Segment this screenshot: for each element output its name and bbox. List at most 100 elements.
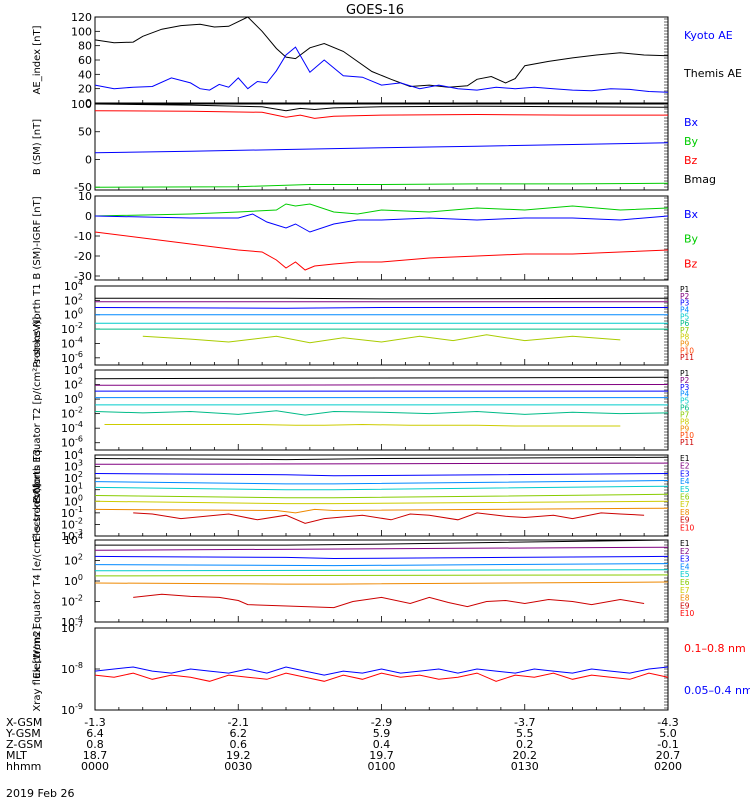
legend-channel-p8: P8 [680,333,690,342]
legend-xray-band: 0.1–0.8 nm [684,642,746,655]
legend-channel-p7: P7 [680,326,690,335]
legend-channel-p7: P7 [680,410,690,419]
orbit-value: -2.1 [228,716,249,729]
y-tick-label: -10 [74,230,92,243]
y-tick-label: -50 [74,181,92,194]
y-tick-exponent: 3 [78,459,83,468]
series-line-bx [94,213,669,233]
y-tick-exponent: 4 [78,362,83,371]
y-tick-label: 50 [78,126,92,139]
y-axis-label: Electrons North T3 [32,449,43,542]
series-line-e9 [133,512,645,524]
orbit-value: -1.3 [84,716,105,729]
legend-channel-p4: P4 [680,305,690,314]
legend-channel-e3: E3 [680,555,690,564]
orbit-value: 0030 [224,760,252,773]
y-tick-label: 10-7 [61,620,83,635]
series-line-e5 [94,569,669,572]
series-line-p1 [94,376,669,380]
series-line-e7 [94,500,669,505]
orbit-row-label: Y-GSM [5,727,41,740]
legend-channel-p6: P6 [680,319,690,328]
orbit-value: 5.5 [516,727,534,740]
y-tick-exponent: -6 [75,435,83,444]
y-tick-exponent: 0 [78,493,83,502]
y-tick-label: 0 [85,153,92,166]
y-tick-label: 100 [64,391,83,406]
legend-channel-p3: P3 [680,383,690,392]
y-tick-label: 120 [71,11,92,24]
series-line-p1 [95,297,669,300]
legend-bx: Bx [684,116,699,129]
series-line-by [94,203,669,217]
y-axis-label: Protons North T1 [32,283,43,367]
orbit-value: 0000 [81,760,109,773]
legend-channel-e3: E3 [680,469,690,478]
legend-by: By [684,233,699,246]
legend-channel-p6: P6 [680,404,690,413]
orbit-value: 0130 [511,760,539,773]
y-tick-label: 10-2 [61,406,83,421]
y-tick-label: 104 [64,362,83,377]
y-tick-exponent: -4 [75,335,83,344]
orbit-value: 5.9 [373,727,391,740]
legend-channel-e8: E8 [680,594,690,603]
y-tick-label: 104 [64,532,83,547]
legend-channel-e8: E8 [680,508,690,517]
series-line-p6 [94,410,669,416]
legend-channel-p9: P9 [680,424,690,433]
legend-channel-e7: E7 [680,586,690,595]
orbit-value: 5.0 [659,727,677,740]
series-line-bx [94,142,669,154]
legend-channel-e4: E4 [680,562,690,571]
y-tick-label: 10-4 [61,420,83,435]
y-tick-exponent: -6 [75,350,83,359]
panel-frame [94,369,669,451]
orbit-row-label: Z-GSM [6,738,43,751]
legend-channel-p2: P2 [680,292,690,301]
series-line-e5 [94,485,669,491]
orbit-value: 20.7 [656,749,681,762]
y-tick-exponent: 1 [78,482,83,491]
y-tick-exponent: -2 [75,516,83,525]
legend-channel-e9: E9 [680,601,690,610]
orbit-row-label: hhmm [6,760,41,773]
legend-channel-e1: E1 [680,454,690,463]
orbit-value: 19.2 [226,749,251,762]
legend-channel-p1: P1 [680,285,690,294]
panel-frame [94,103,669,191]
legend-channel-p5: P5 [680,397,690,406]
y-tick-label: 100 [64,573,83,588]
legend-channel-p9: P9 [680,340,690,349]
series-line-p2 [94,384,669,386]
legend-channel-e4: E4 [680,477,690,486]
y-axis-label: Protons Equator T2 [p/(cm²-s-sr-keV)] [32,317,43,504]
series-line-bmag [94,103,669,112]
y-tick-label: 102 [64,292,83,307]
legend-by: By [684,135,699,148]
orbit-value: -3.7 [514,716,535,729]
series-line-e9 [133,593,645,609]
y-tick-exponent: 0 [78,391,83,400]
orbit-value: 19.7 [369,749,394,762]
legend-channel-p8: P8 [680,417,690,426]
y-tick-exponent: 0 [78,307,83,316]
panel-2: 100 50 0 -50 B (SM) [nT] Bx By Bz Bmag [32,98,716,194]
series-line-0-05-0-4-nm [94,666,669,676]
series-line-bz [94,231,669,271]
y-tick-label: 10-8 [61,661,83,676]
series-line-e3 [94,555,669,560]
y-tick-label: 0 [85,97,92,110]
y-axis-label: Xray flux [W/m2] [32,626,43,711]
legend-channel-p4: P4 [680,390,690,399]
page-title: GOES-16 [346,3,404,18]
orbit-value: 6.2 [230,727,248,740]
legend-channel-p10: P10 [680,346,694,355]
y-tick-label: 104 [64,278,83,293]
y-tick-exponent: 4 [78,447,83,456]
y-tick-exponent: -1 [75,505,83,514]
orbit-row-label: MLT [6,749,27,762]
